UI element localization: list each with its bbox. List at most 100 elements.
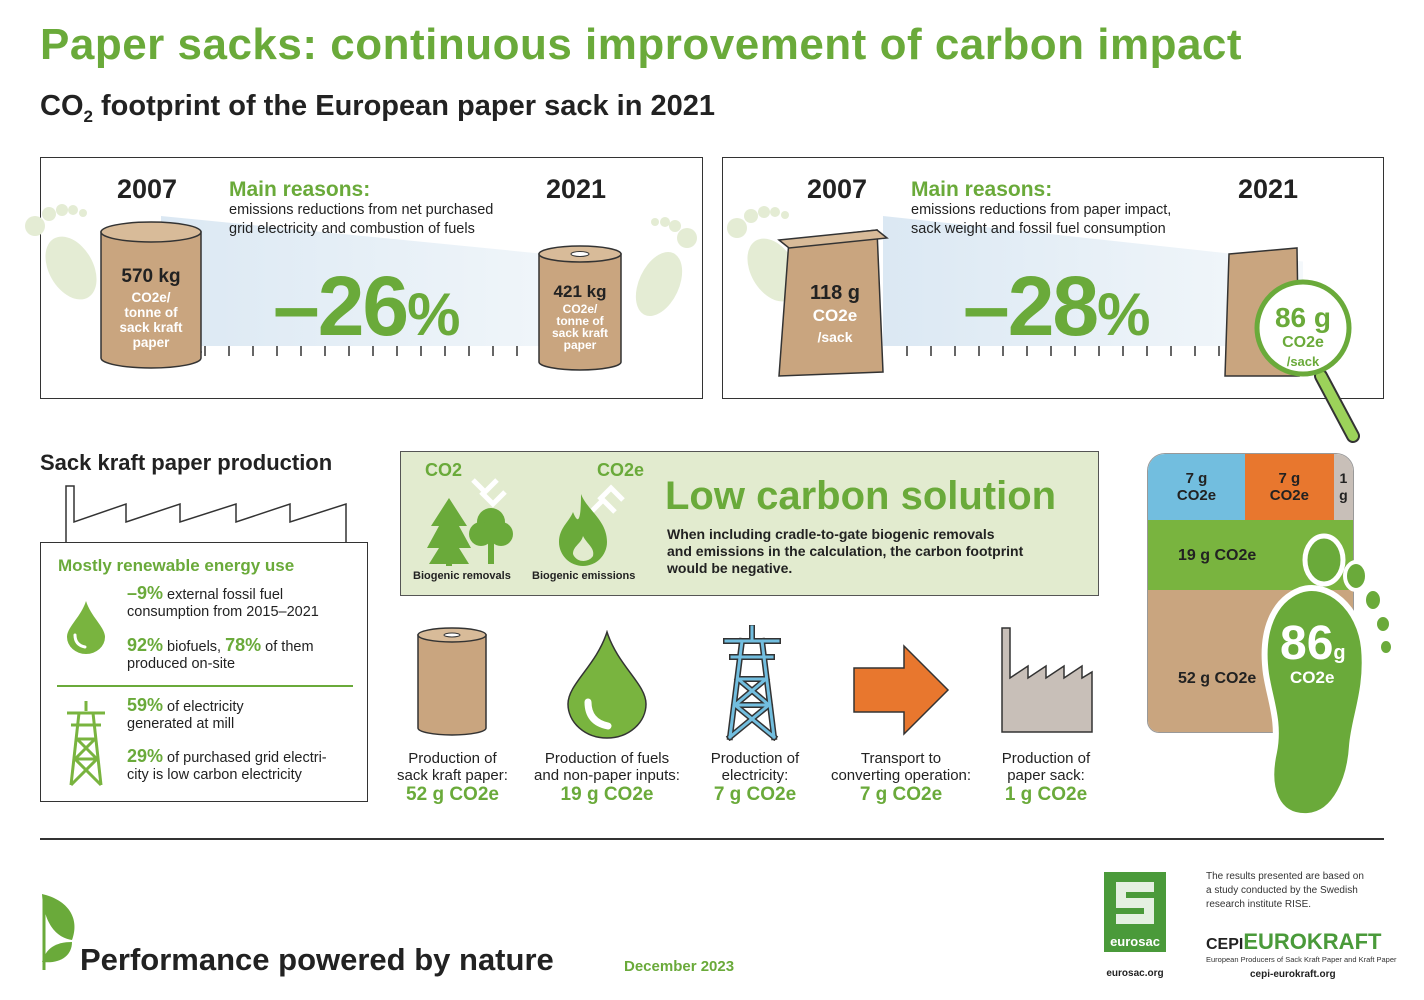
fuel-drop-icon xyxy=(567,630,647,739)
end-value: 421 kg xyxy=(553,282,607,301)
arrows-up-icon xyxy=(589,484,625,514)
leaf-icon xyxy=(42,894,75,970)
change-sign: % xyxy=(1097,281,1151,348)
paper-roll-small-icon xyxy=(538,245,622,371)
trees-icon xyxy=(427,498,513,566)
total-unit: g xyxy=(1333,642,1346,664)
flame-icon xyxy=(559,494,607,566)
low-carbon-text: When including cradle-to-gate biogenic r… xyxy=(667,526,1023,577)
end-unit-line-3: sack kraft xyxy=(551,326,609,340)
total-footprint: 86g xyxy=(1280,616,1370,671)
fact-biofuels-text-2: of them xyxy=(261,639,314,655)
year-end: 2021 xyxy=(1238,174,1299,204)
co2e-label: CO2e xyxy=(597,460,645,480)
biogenic-removals-label: Biogenic removals xyxy=(413,570,511,582)
fact-fossil-value: –9% xyxy=(127,583,164,603)
end-unit-line-4: paper xyxy=(563,338,597,352)
step-fuels-value: 19 g CO2e xyxy=(560,784,654,805)
segment-fuels-label: 19 g CO2e xyxy=(1178,546,1257,564)
paper-sack-large-icon xyxy=(777,229,889,377)
step-transport-label-1: Transport to xyxy=(860,750,942,767)
total-number: 86 xyxy=(1280,617,1334,670)
eurosac-url[interactable]: eurosac.org xyxy=(1106,968,1164,979)
segment-transport: 7 g CO2e xyxy=(1245,454,1334,520)
step-sack-label-1: Production of xyxy=(1001,750,1091,767)
drop-icon xyxy=(67,601,105,654)
biogenic-emissions-label: Biogenic emissions xyxy=(532,570,636,582)
year-start: 2007 xyxy=(807,174,868,204)
fact-grid-value: 29% xyxy=(127,746,164,766)
end-unit-1: CO2e xyxy=(1282,334,1324,351)
change-sign: % xyxy=(407,281,461,348)
step-paper-label-2: sack kraft paper: xyxy=(397,767,508,784)
paper-comparison-panel: 2007 2021 Main reasons: emissions reduct… xyxy=(25,157,703,399)
fact-grid: 29% of purchased grid electri- city is l… xyxy=(127,746,362,784)
big-footprint-icon xyxy=(1261,533,1395,820)
step-paper-value: 52 g CO2e xyxy=(406,784,499,805)
page-title: Paper sacks: continuous improvement of c… xyxy=(40,20,1243,69)
scale-ticks xyxy=(906,346,1220,356)
eurosac-name: eurosac xyxy=(1110,934,1160,949)
eurosac-symbol-icon xyxy=(1116,882,1154,924)
subtitle-sub: 2 xyxy=(83,106,93,126)
year-start: 2007 xyxy=(117,174,178,204)
fact-fossil-text-1: external fossil fuel xyxy=(163,587,284,603)
fact-biofuels-text-1: biofuels, xyxy=(163,639,226,655)
step-transport-label-2: converting operation: xyxy=(830,767,972,784)
cepi-logo: CEPIEUROKRAFT xyxy=(1206,929,1381,955)
reasons-text-1: emissions reductions from net purchased xyxy=(229,202,494,218)
fact-biofuels-value-2: 78% xyxy=(225,635,262,655)
end-unit: CO2e/ tonne of sack kraft paper xyxy=(539,303,621,351)
change-number: –26 xyxy=(273,259,409,353)
electricity-tower-icon xyxy=(723,625,781,741)
study-note-3: research institute RISE. xyxy=(1206,899,1312,910)
slogan: Performance powered by nature xyxy=(80,942,554,977)
low-carbon-text-3: would be negative. xyxy=(667,560,793,576)
reasons-text-1: emissions reductions from paper impact, xyxy=(911,202,1172,218)
reasons-title: Main reasons: xyxy=(229,178,371,201)
change-percentage: –28% xyxy=(963,258,1151,355)
low-carbon-title: Low carbon solution xyxy=(665,474,1057,518)
end-value: 86 g xyxy=(1274,302,1332,333)
step-fuels-label-2: and non-paper inputs: xyxy=(534,767,680,784)
start-unit-line-1: CO2e/ xyxy=(131,290,171,305)
sack-comparison-panel: 2007 2021 Main reasons: emissions reduct… xyxy=(722,157,1384,443)
year-end: 2021 xyxy=(546,174,607,204)
low-carbon-text-2: and emissions in the calculation, the ca… xyxy=(667,543,1024,559)
step-transport-value: 7 g CO2e xyxy=(859,784,943,805)
footprint-right-icon xyxy=(635,217,697,316)
breakdown-top-row: 7 g CO2e 7 g CO2e 1 g xyxy=(1148,454,1353,520)
cepi-url[interactable]: cepi-eurokraft.org xyxy=(1250,969,1336,980)
fact-electricity: 59% of electricity generated at mill xyxy=(127,696,357,733)
start-unit-line-3: sack kraft xyxy=(119,320,183,335)
eurosac-logo: eurosac xyxy=(1104,872,1166,952)
step-fuels-label-1: Production of fuels xyxy=(544,750,670,767)
scale-ticks xyxy=(201,346,621,356)
step-paper: Production of sack kraft paper: 52 g CO2… xyxy=(385,750,520,806)
start-unit: CO2e/ tonne of sack kraft paper xyxy=(101,290,201,350)
paper-roll-large-icon xyxy=(100,221,202,369)
magnifier-icon xyxy=(1254,279,1360,443)
segment-electricity: 7 g CO2e xyxy=(1148,454,1245,520)
reasons-text-2: sack weight and fossil fuel consumption xyxy=(911,221,1166,237)
fact-biofuels-text-3: produced on-site xyxy=(127,656,236,672)
page-subtitle: CO2 footprint of the European paper sack… xyxy=(40,90,715,127)
start-value: 570 kg xyxy=(121,266,181,287)
paper-roll-icon xyxy=(417,627,487,736)
start-unit-line-4: paper xyxy=(132,335,170,350)
end-unit-line-2: tonne of xyxy=(556,314,604,328)
power-tower-icon xyxy=(67,701,105,787)
low-carbon-box: CO2 CO2e Biogenic removals Biogenic emis… xyxy=(400,451,1099,596)
start-value: 118 g xyxy=(809,282,861,304)
step-electricity-value: 7 g CO2e xyxy=(713,784,797,805)
cepi-tagline: European Producers of Sack Kraft Paper a… xyxy=(1206,955,1397,964)
start-unit-2: /sack xyxy=(817,329,853,345)
low-carbon-text-1: When including cradle-to-gate biogenic r… xyxy=(667,526,995,542)
subtitle-rest: footprint of the European paper sack in … xyxy=(92,90,715,122)
step-electricity-label-1: Production of xyxy=(710,750,800,767)
subtitle-co: CO xyxy=(40,90,84,122)
fact-grid-text-2: city is low carbon electricity xyxy=(127,767,302,783)
fact-electricity-text-2: generated at mill xyxy=(127,716,235,732)
fact-electricity-text-1: of electricity xyxy=(163,699,244,715)
segment-paper-label: 52 g CO2e xyxy=(1178,670,1257,687)
